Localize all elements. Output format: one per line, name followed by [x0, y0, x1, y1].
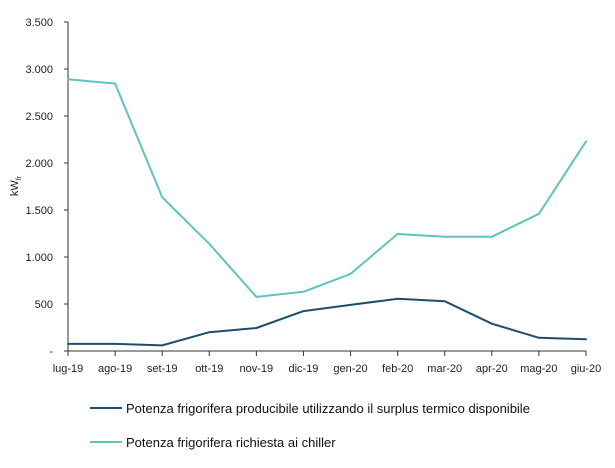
y-tick-label: 500: [35, 299, 53, 311]
legend-swatch-surplus: [90, 407, 122, 409]
legend-item-surplus: Potenza frigorifera producibile utilizza…: [90, 400, 610, 416]
y-axis-label-main: kW: [9, 180, 21, 197]
legend: Potenza frigorifera producibile utilizza…: [90, 400, 610, 468]
x-tick-label: dic-19: [288, 363, 318, 375]
x-tick-label: nov-19: [240, 363, 274, 375]
y-tick-label: 2.000: [25, 158, 53, 170]
legend-label-surplus: Potenza frigorifera producibile utilizza…: [126, 400, 530, 416]
y-tick-label: -: [49, 346, 53, 358]
y-axis: - 500 1.000 1.500 2.000 2.500 3.000 3.500: [25, 17, 69, 358]
x-tick-label: ott-19: [195, 363, 223, 375]
x-tick-label: set-19: [147, 363, 178, 375]
y-tick-label: 3.000: [25, 64, 53, 76]
y-tick-label: 1.500: [25, 205, 53, 217]
x-tick-label: giu-20: [571, 363, 602, 375]
y-tick-label: 3.500: [25, 17, 53, 29]
x-tick-label: feb-20: [382, 363, 413, 375]
x-tick-label: mar-20: [427, 363, 462, 375]
y-tick-label: 1.000: [25, 252, 53, 264]
y-axis-label: kWfr: [9, 175, 23, 196]
x-axis: lug-19 ago-19 set-19 ott-19 nov-19 dic-19 gen-…: [53, 350, 602, 375]
x-tick-label: ago-19: [98, 363, 132, 375]
series-line-0: [67, 297, 587, 347]
x-tick-label: lug-19: [53, 363, 84, 375]
y-tick-label: 2.500: [25, 111, 53, 123]
x-tick-label: apr-20: [476, 363, 508, 375]
legend-swatch-chiller: [90, 441, 122, 443]
legend-label-chiller: Potenza frigorifera richiesta ai chiller: [126, 434, 336, 450]
x-tick-label: gen-20: [333, 363, 367, 375]
legend-item-chiller: Potenza frigorifera richiesta ai chiller: [90, 434, 610, 450]
x-tick-label: mag-20: [520, 363, 557, 375]
series-lines: [67, 78, 587, 347]
series-line-1: [67, 78, 587, 298]
y-axis-label-subscript: fr: [16, 175, 23, 180]
